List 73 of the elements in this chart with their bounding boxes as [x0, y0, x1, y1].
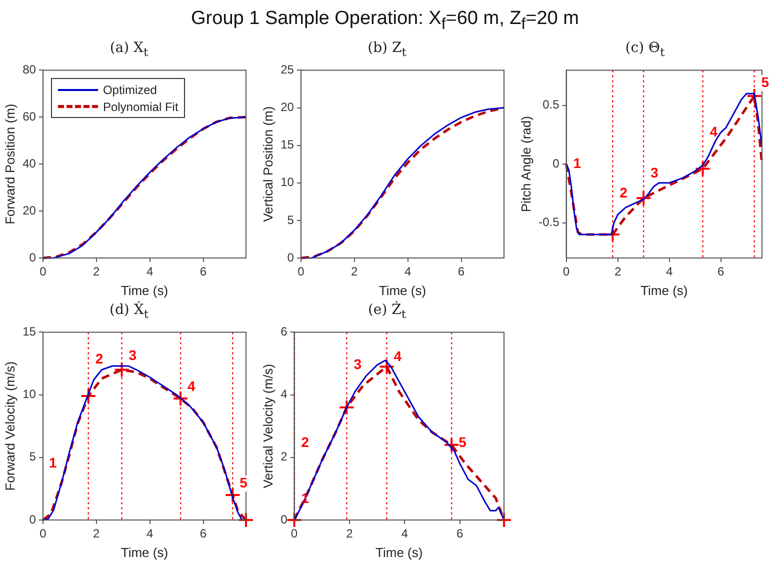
annotation: 2 [620, 184, 628, 200]
x-tick-label: 4 [404, 264, 412, 279]
x-axis-title: Time (s) [376, 544, 423, 560]
x-tick-label: 4 [401, 526, 408, 541]
y-tick-label: -0.5 [538, 215, 560, 230]
y-axis-title: Forward Velocity (m/s) [2, 361, 18, 491]
x-tick-label: 2 [614, 264, 622, 279]
x-tick-label: 0 [40, 264, 47, 279]
chart-title: (a) X$_{t}$ [108, 40, 150, 59]
x-tick-label: 0 [40, 526, 47, 541]
x-tick-label: 4 [146, 526, 154, 541]
x-tick-label: 2 [93, 264, 100, 279]
x-tick-label: 0 [562, 264, 570, 279]
annotation: 3 [650, 164, 659, 180]
y-tick-label: 4 [280, 387, 288, 402]
annotation: 5 [458, 434, 467, 450]
annotation: 1 [48, 454, 57, 471]
y-tick-label: 20 [280, 100, 294, 114]
x-tick-label: 4 [666, 264, 673, 279]
annotation: 5 [761, 74, 770, 90]
chart-title: (e) Ż$_{t}$ [366, 302, 408, 321]
y-tick-label: 10 [280, 175, 294, 190]
x-tick-label: 6 [717, 264, 724, 279]
annotation: 1 [573, 154, 582, 171]
y-tick-label: 0 [287, 250, 294, 264]
y-tick-label: 0 [29, 250, 36, 264]
y-tick-label: 40 [22, 156, 36, 170]
y-tick-label: 6 [280, 324, 288, 339]
chart-title: (b) Z$_{t}$ [366, 40, 408, 59]
y-tick-label: 15 [22, 324, 36, 339]
x-tick-label: 2 [346, 526, 354, 541]
x-tick-label: 2 [93, 526, 100, 541]
y-tick-label: 0.5 [542, 98, 560, 112]
x-tick-label: 4 [146, 264, 154, 279]
x-axis-title: Time (s) [120, 544, 168, 560]
y-tick-label: 5 [29, 450, 36, 464]
y-tick-label: 25 [280, 62, 294, 77]
y-tick-label: 0 [552, 156, 560, 170]
x-tick-label: 6 [200, 264, 207, 279]
annotation: 4 [394, 348, 402, 364]
annotation: 3 [128, 346, 137, 363]
x-tick-label: 0 [298, 264, 305, 279]
y-axis-title: Pitch Angle (rad) [518, 116, 534, 212]
legend-label: Polynomial Fit [102, 100, 178, 114]
x-tick-label: 6 [456, 526, 464, 541]
x-axis-title: Time (s) [120, 282, 168, 298]
x-axis-title: Time (s) [378, 282, 426, 298]
y-tick-label: 2 [280, 450, 288, 464]
x-tick-label: 6 [458, 264, 465, 279]
text: Group 1 Sample Operation: X$_{f}$=60 m, Z$_{f}$=20 m [190, 8, 580, 34]
y-axis-title: Vertical Position (m) [260, 106, 276, 222]
y-tick-label: 10 [22, 387, 36, 402]
chart-title: (d) Ẋ$_{t}$ [108, 302, 150, 321]
chart-title: (c) Θ$_{t}$ [624, 40, 666, 59]
y-tick-label: 20 [22, 203, 36, 218]
y-axis-title: Forward Position (m) [2, 104, 18, 224]
annotation: 2 [95, 350, 104, 367]
x-tick-label: 6 [200, 526, 207, 541]
legend-label: Optimized [102, 82, 157, 97]
annotation: 2 [301, 434, 310, 450]
y-tick-label: 15 [280, 138, 294, 152]
y-tick-label: 60 [22, 109, 36, 124]
annotation: 4 [188, 378, 196, 394]
y-axis-title: Vertical Velocity (m/s) [260, 364, 276, 488]
annotation: 3 [354, 356, 362, 372]
annotation: 5 [240, 474, 248, 491]
y-tick-label: 0 [29, 512, 36, 526]
x-tick-label: 2 [351, 264, 358, 279]
annotation: 4 [710, 123, 718, 140]
x-axis-title: Time (s) [640, 282, 688, 298]
y-tick-label: 0 [280, 512, 288, 526]
y-tick-label: 80 [22, 62, 36, 77]
y-tick-label: 5 [287, 212, 294, 227]
